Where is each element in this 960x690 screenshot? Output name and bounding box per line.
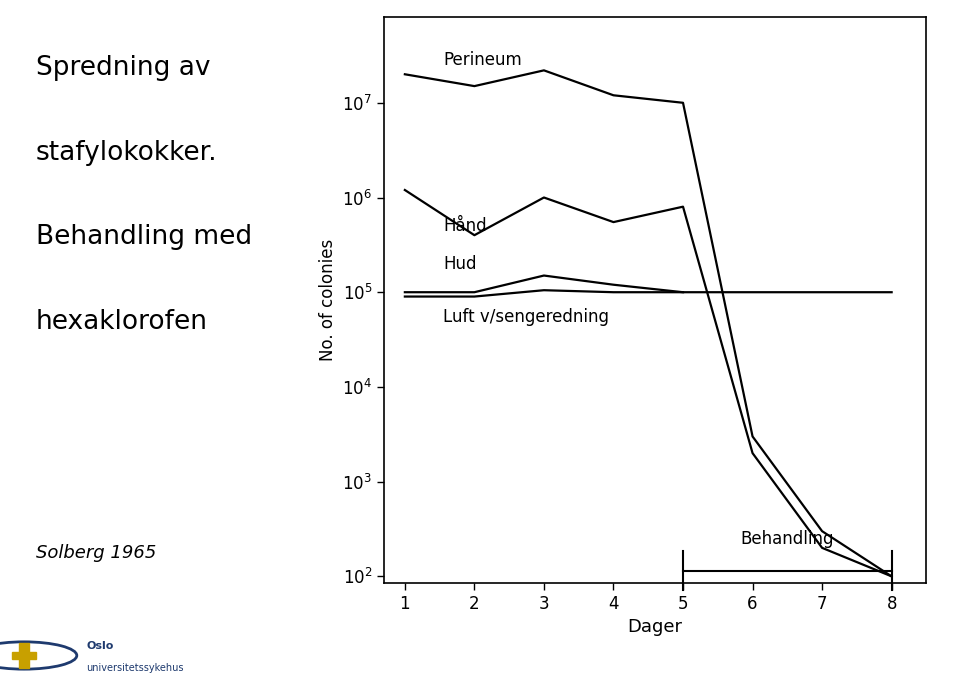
Text: stafylokokker.: stafylokokker. (36, 139, 217, 166)
Text: Spredning av: Spredning av (36, 55, 210, 81)
Text: Solberg 1965: Solberg 1965 (36, 544, 156, 562)
Text: Perineum: Perineum (444, 52, 522, 70)
Text: Behandling: Behandling (740, 530, 834, 548)
Y-axis label: No. of colonies: No. of colonies (319, 239, 337, 362)
Text: Luft v/sengeredning: Luft v/sengeredning (444, 308, 609, 326)
X-axis label: Dager: Dager (628, 618, 683, 636)
Bar (12, 652, 36, 659)
Text: Oslo: Oslo (86, 641, 114, 651)
Bar (19, 643, 29, 668)
Text: hexaklorofen: hexaklorofen (36, 309, 207, 335)
Text: Hud: Hud (444, 255, 476, 273)
Text: Behandling med: Behandling med (36, 224, 252, 250)
Text: Hånd: Hånd (444, 217, 487, 235)
Text: universitetssykehus: universitetssykehus (86, 663, 184, 673)
